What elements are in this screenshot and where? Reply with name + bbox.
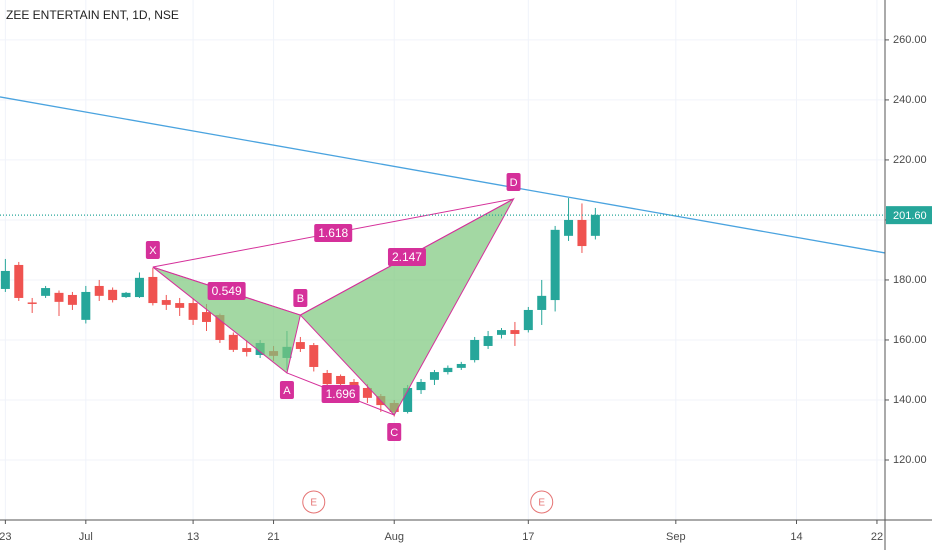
event-marker xyxy=(302,490,326,514)
candle-body xyxy=(215,315,225,340)
candle-body xyxy=(202,312,211,322)
candle-body xyxy=(134,277,144,298)
candle-body xyxy=(362,387,372,398)
point-label: C xyxy=(390,427,398,439)
candle-body xyxy=(54,292,64,302)
y-tick-label: 120.00 xyxy=(893,454,927,466)
ratio-label: 1.618 xyxy=(318,226,348,240)
y-tick-label: 160.00 xyxy=(893,334,927,346)
point-box xyxy=(506,172,521,191)
candle-body xyxy=(429,372,439,380)
y-tick-label: 240.00 xyxy=(893,94,927,106)
point-label: A xyxy=(283,385,291,397)
chart-title: ZEE ENTERTAIN ENT, 1D, NSE xyxy=(6,8,179,22)
ratio-label: 2.147 xyxy=(392,250,422,264)
candle-body xyxy=(577,219,587,247)
ratio-label: 0.549 xyxy=(212,284,242,298)
ratio-label: 1.696 xyxy=(326,387,356,401)
candle-body xyxy=(41,288,51,296)
x-tick-label: 21 xyxy=(267,531,279,543)
candle-body xyxy=(27,302,37,304)
candle-body xyxy=(470,339,480,361)
candle-body xyxy=(416,381,426,391)
candle-body xyxy=(443,367,453,373)
candle-body xyxy=(188,303,198,320)
ratio-box xyxy=(387,247,426,266)
y-tick-label: 260.00 xyxy=(893,34,927,46)
grid xyxy=(0,0,885,520)
x-tick-label: 22 xyxy=(871,531,883,543)
candle-body xyxy=(67,294,77,305)
candle-body xyxy=(456,363,466,368)
candle-body xyxy=(161,300,171,305)
candle-body xyxy=(0,270,10,289)
ratio-box xyxy=(207,282,246,301)
x-tick-label: Sep xyxy=(666,531,686,543)
plot: 0.549 1.618 2.147 1.696 X A B C D E E xyxy=(0,96,886,514)
axes: 120.00140.00160.00180.00200.00220.00240.… xyxy=(0,34,932,543)
candle-body xyxy=(523,309,533,331)
price-box xyxy=(886,206,932,225)
y-tick-label: 180.00 xyxy=(893,274,927,286)
event-label: E xyxy=(310,498,317,509)
x-tick-label: 13 xyxy=(187,531,199,543)
y-tick-label: 220.00 xyxy=(893,154,927,166)
candle-body xyxy=(242,348,252,352)
point-label: X xyxy=(149,245,157,257)
ratio-box xyxy=(321,384,360,403)
candle-body xyxy=(14,264,24,298)
candle-body xyxy=(510,330,520,334)
candle-body xyxy=(550,229,560,301)
x-tick-label: 23 xyxy=(0,531,11,543)
point-label: B xyxy=(297,293,304,305)
candle-body xyxy=(336,375,346,385)
candle-body xyxy=(497,330,506,335)
point-box xyxy=(293,289,308,308)
point-box xyxy=(387,422,402,441)
point-box xyxy=(145,241,160,260)
candle-body xyxy=(121,292,131,298)
point-label: D xyxy=(510,177,518,189)
point-box xyxy=(279,380,294,399)
price-label: 201.60 xyxy=(893,210,927,222)
candle-body xyxy=(564,219,574,236)
candle-body xyxy=(148,276,158,304)
x-tick-label: Jul xyxy=(79,531,93,543)
candle-body xyxy=(403,387,413,412)
candle-body xyxy=(175,303,185,308)
candle-body xyxy=(590,214,600,236)
candle-body xyxy=(228,334,238,350)
candle-body xyxy=(483,336,493,346)
event-marker xyxy=(530,490,554,514)
event-label: E xyxy=(538,498,545,509)
ratio-box xyxy=(314,223,353,242)
trend-line xyxy=(0,96,886,254)
y-tick-label: 140.00 xyxy=(893,394,927,406)
candle-body xyxy=(295,342,305,349)
candle-body xyxy=(108,289,118,301)
candle-body xyxy=(81,291,91,320)
x-tick-label: 14 xyxy=(790,531,802,543)
x-tick-label: Aug xyxy=(384,531,404,543)
candle-body xyxy=(537,295,547,310)
x-tick-label: 17 xyxy=(522,531,534,543)
candle-body xyxy=(322,372,332,385)
candle-body xyxy=(94,285,104,296)
candle-body xyxy=(309,345,319,367)
